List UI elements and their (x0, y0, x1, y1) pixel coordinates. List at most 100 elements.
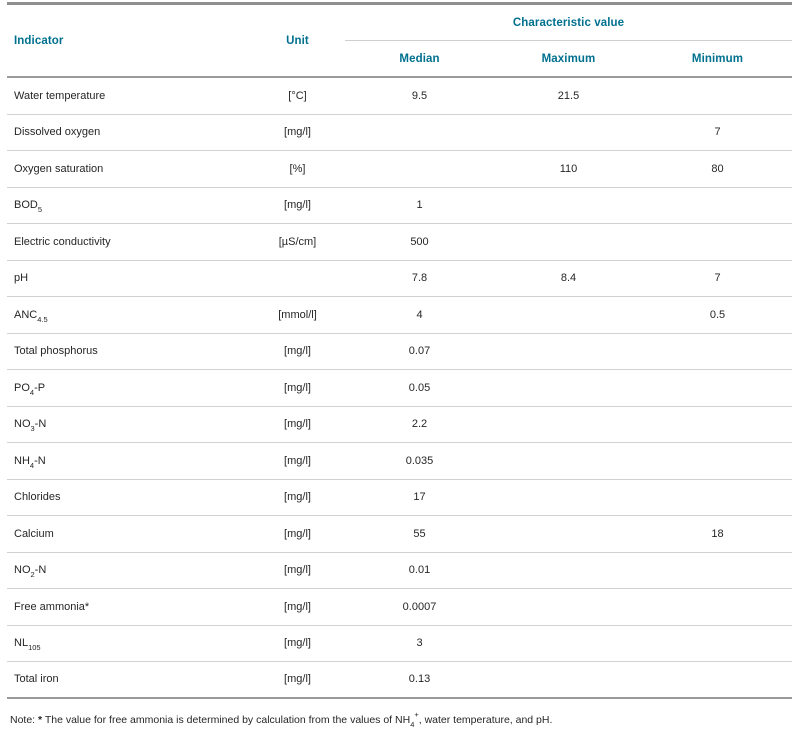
median-cell: 0.035 (405, 454, 434, 467)
header-characteristic-group: Characteristic value Median Maximum Mini… (345, 5, 792, 76)
indicator-suffix: -N (34, 418, 47, 431)
table-row: Water temperature [°C] 9.5 21.5 (7, 78, 792, 115)
median-cell: 0.01 (408, 564, 431, 577)
maximum-cell: 21.5 (557, 89, 580, 102)
minimum-cell: 18 (711, 527, 724, 540)
table-row: NO2-N [mg/l] 0.01 (7, 553, 792, 589)
indicator-cell: NO3-N (7, 418, 250, 434)
maximum-cell: 8.4 (560, 272, 577, 285)
indicator-name: NL (14, 637, 29, 650)
indicator-cell: Oxygen saturation (7, 163, 250, 175)
median-cell: 500 (410, 235, 429, 248)
median-cell: 0.07 (408, 345, 431, 358)
table-row: Free ammonia* [mg/l] 0.0007 (7, 589, 792, 626)
unit-cell: [mmol/l] (278, 308, 317, 321)
unit-cell: [mg/l] (284, 491, 311, 504)
indicator-name: NO (14, 418, 31, 431)
table-row: Dissolved oxygen [mg/l] 7 (7, 115, 792, 151)
table-header: Indicator Unit Characteristic value Medi… (7, 2, 792, 78)
indicator-suffix: -P (34, 381, 46, 394)
footnote-asterisk: * (38, 713, 43, 726)
unit-cell: [mg/l] (284, 199, 311, 212)
indicator-name: PO (14, 381, 30, 394)
median-cell: 0.05 (408, 381, 431, 394)
table-row: Calcium [mg/l] 55 18 (7, 516, 792, 553)
unit-cell: [mg/l] (284, 637, 311, 650)
unit-cell: [mg/l] (284, 345, 311, 358)
median-cell: 4 (416, 308, 423, 321)
median-cell: 3 (416, 637, 423, 650)
indicator-cell: NL105 (7, 637, 250, 653)
indicator-name: Chlorides (14, 491, 61, 504)
minimum-cell: 0.5 (709, 308, 726, 321)
table-row: Chlorides [mg/l] 17 (7, 480, 792, 516)
indicator-cell: Free ammonia* (7, 601, 250, 613)
indicator-cell: NO2-N (7, 564, 250, 578)
unit-cell: [mg/l] (284, 673, 311, 686)
indicator-name: NO (14, 564, 31, 577)
indicator-cell: ANC4.5 (7, 308, 250, 323)
indicator-cell: BOD5 (7, 199, 250, 213)
unit-cell: [%] (289, 162, 306, 175)
indicator-name: Electric conductivity (14, 235, 111, 248)
indicator-name: BOD (14, 199, 38, 212)
header-group-label: Characteristic value (345, 5, 792, 41)
table-row: pH 7.8 8.4 7 (7, 261, 792, 297)
indicator-cell: NH4-N (7, 454, 250, 470)
table-row: NL105 [mg/l] 3 (7, 626, 792, 662)
header-indicator: Indicator (14, 34, 64, 47)
indicator-name: pH (14, 272, 29, 285)
footnote-sup: + (414, 710, 419, 719)
unit-cell: [mg/l] (284, 126, 311, 139)
header-unit: Unit (286, 34, 309, 47)
table-row: ANC4.5 [mmol/l] 4 0.5 (7, 297, 792, 334)
median-cell: 0.0007 (402, 600, 437, 613)
minimum-cell: 7 (714, 272, 721, 285)
table-row: Oxygen saturation [%] 110 80 (7, 151, 792, 188)
indicator-cell: Dissolved oxygen (7, 126, 250, 138)
table-row: PO4-P [mg/l] 0.05 (7, 370, 792, 407)
indicator-cell: pH (7, 272, 250, 284)
median-cell: 2.2 (411, 418, 428, 431)
indicator-suffix: -N (34, 564, 47, 577)
unit-cell: [µS/cm] (278, 235, 317, 248)
median-cell: 7.8 (411, 272, 428, 285)
median-cell: 1 (416, 199, 423, 212)
median-cell: 9.5 (411, 89, 428, 102)
indicator-name: Total phosphorus (14, 345, 98, 358)
indicator-cell: Electric conductivity (7, 236, 250, 248)
unit-cell: [°C] (288, 89, 307, 102)
indicator-name: Oxygen saturation (14, 162, 104, 175)
indicator-name: Total iron (14, 673, 59, 686)
indicator-subscript: 4 (29, 387, 35, 397)
indicator-subscript: 3 (30, 424, 35, 434)
indicator-name: ANC (14, 308, 38, 321)
footnote-tail: , water temperature, and pH. (418, 713, 553, 726)
table-row: NO3-N [mg/l] 2.2 (7, 407, 792, 443)
indicator-name: Free ammonia* (14, 600, 90, 613)
maximum-cell: 110 (559, 162, 578, 175)
indicator-cell: PO4-P (7, 381, 250, 397)
indicator-name: NH (14, 454, 30, 467)
unit-cell: [mg/l] (284, 454, 311, 467)
unit-cell: [mg/l] (284, 564, 311, 577)
indicator-subscript: 4 (29, 460, 35, 470)
header-maximum: Maximum (541, 52, 596, 65)
header-median: Median (399, 52, 440, 65)
minimum-cell: 80 (711, 162, 724, 175)
table-row: Total phosphorus [mg/l] 0.07 (7, 334, 792, 370)
footnote-prefix: Note: (10, 713, 39, 726)
minimum-cell: 7 (714, 126, 721, 139)
indicator-cell: Water temperature (7, 90, 250, 102)
unit-cell: [mg/l] (284, 418, 311, 431)
table-row: BOD5 [mg/l] 1 (7, 188, 792, 224)
indicator-subscript: 105 (28, 643, 41, 653)
unit-cell: [mg/l] (284, 381, 311, 394)
indicator-cell: Calcium (7, 528, 250, 540)
indicator-cell: Total phosphorus (7, 345, 250, 357)
footnote-sub: 4 (410, 719, 415, 729)
characteristic-values-table: Indicator Unit Characteristic value Medi… (7, 2, 792, 729)
unit-cell: [mg/l] (284, 600, 311, 613)
unit-cell: [mg/l] (284, 527, 311, 540)
footnote-body: The value for free ammonia is determined… (42, 713, 411, 726)
